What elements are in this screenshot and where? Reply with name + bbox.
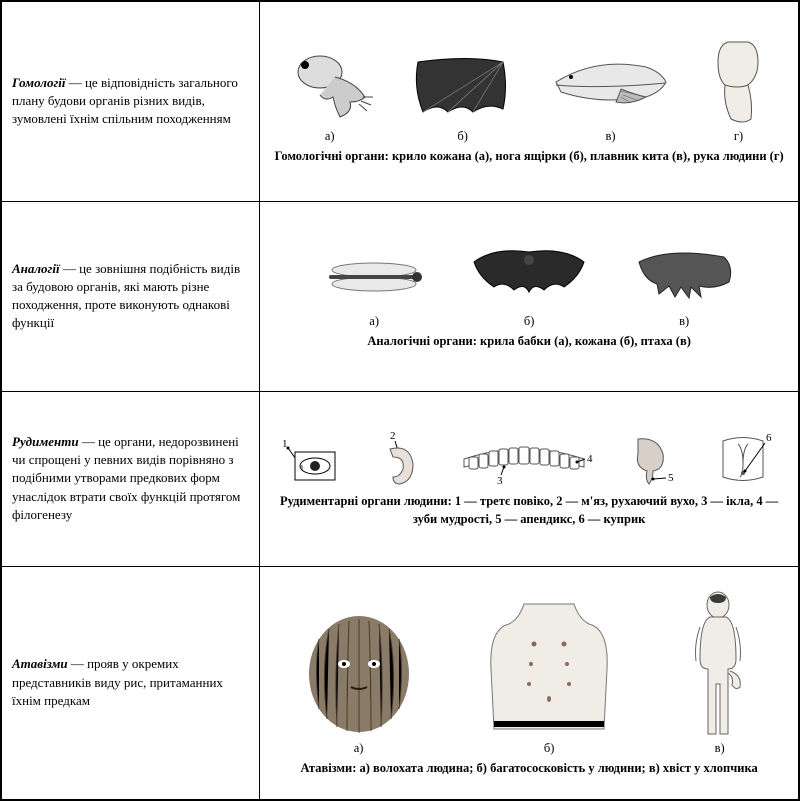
fig-dragonfly: а) <box>319 242 429 329</box>
fig-label: г) <box>734 129 743 144</box>
human-arm-icon <box>703 37 773 127</box>
dragonfly-icon <box>319 242 429 312</box>
bat-icon <box>469 242 589 312</box>
fig-label: б) <box>544 741 555 756</box>
definition-cell: Аналогії — це зовнішня подібність видів … <box>1 201 260 391</box>
figure-cell: а) б) <box>260 566 799 800</box>
row-atavisms: Атавізми — прояв у окремих представників… <box>1 566 799 800</box>
fig-label: а) <box>354 741 364 756</box>
fig-lizard: а) <box>285 47 375 144</box>
term: Аналогії <box>12 261 60 276</box>
caption: Аналогічні органи: крила бабки (а), кожа… <box>270 333 788 351</box>
figure-row: а) б) <box>270 242 788 329</box>
fig-whale-fin: в) <box>551 47 671 144</box>
caption: Атавізми: а) волохата людина; б) багатос… <box>270 760 788 778</box>
fig-human-arm: г) <box>703 37 773 144</box>
caption: Рудиментарні органи людини: 1 — третє по… <box>270 493 788 528</box>
row-analogies: Аналогії — це зовнішня подібність видів … <box>1 201 799 391</box>
caption: Гомологічні органи: крило кожана (а), но… <box>270 148 788 166</box>
fig-ear: 2 <box>365 429 425 489</box>
fig-teeth: 3 4 <box>449 429 599 489</box>
definition-text: Гомології — це відповідність загального … <box>12 74 249 129</box>
figure-row: 1 2 <box>270 429 788 489</box>
fig-bat: б) <box>469 242 589 329</box>
definition-cell: Рудименти — це органи, недорозвинені чи … <box>1 391 260 566</box>
pointer-label-2: 2 <box>390 430 396 442</box>
definition-text: Рудименти — це органи, недорозвинені чи … <box>12 433 249 524</box>
fig-label: в) <box>679 314 689 329</box>
fig-label: а) <box>369 314 379 329</box>
figure-cell: а) б) <box>260 201 799 391</box>
fig-torso: б) <box>479 599 619 756</box>
appendix-icon: 5 <box>623 429 683 489</box>
figure-row: а) б) <box>270 589 788 756</box>
lizard-limb-icon <box>285 47 375 127</box>
eye-icon: 1 <box>280 432 340 487</box>
teeth-icon: 3 4 <box>449 429 599 489</box>
fig-coccyx: 6 <box>708 429 778 489</box>
term: Атавізми <box>12 656 68 671</box>
definition-cell: Атавізми — прояв у окремих представників… <box>1 566 260 800</box>
definition-cell: Гомології — це відповідність загального … <box>1 1 260 201</box>
term: Гомології <box>12 75 65 90</box>
pointer-label-4: 4 <box>587 453 593 465</box>
fig-bat-wing: б) <box>408 47 518 144</box>
ear-icon: 2 <box>365 429 425 489</box>
coccyx-icon: 6 <box>708 429 778 489</box>
comparative-anatomy-table: Гомології — це відповідність загального … <box>0 0 800 801</box>
fig-label: б) <box>457 129 468 144</box>
whale-fin-icon <box>551 47 671 127</box>
figure-row: а) б) <box>270 37 788 144</box>
definition-text: Аналогії — це зовнішня подібність видів … <box>12 260 249 333</box>
row-rudiments: Рудименти — це органи, недорозвинені чи … <box>1 391 799 566</box>
pointer-label-3: 3 <box>497 475 503 487</box>
fig-boy-tail: в) <box>680 589 760 756</box>
figure-cell: 1 2 <box>260 391 799 566</box>
pointer-label-6: 6 <box>766 432 772 444</box>
fig-label: а) <box>325 129 335 144</box>
boy-tail-icon <box>680 589 760 739</box>
fig-hairy-face: а) <box>299 609 419 756</box>
fig-bird: в) <box>629 242 739 329</box>
pointer-label-5: 5 <box>668 472 674 484</box>
hairy-face-icon <box>299 609 419 739</box>
row-homologies: Гомології — це відповідність загального … <box>1 1 799 201</box>
fig-label: в) <box>715 741 725 756</box>
fig-label: б) <box>524 314 535 329</box>
torso-icon <box>479 599 619 739</box>
fig-eye: 1 <box>280 432 340 487</box>
term: Рудименти <box>12 434 79 449</box>
bird-wing-icon <box>629 242 739 312</box>
figure-cell: а) б) <box>260 1 799 201</box>
fig-label: в) <box>606 129 616 144</box>
bat-wing-icon <box>408 47 518 127</box>
fig-appendix: 5 <box>623 429 683 489</box>
definition-text: Атавізми — прояв у окремих представників… <box>12 655 249 710</box>
